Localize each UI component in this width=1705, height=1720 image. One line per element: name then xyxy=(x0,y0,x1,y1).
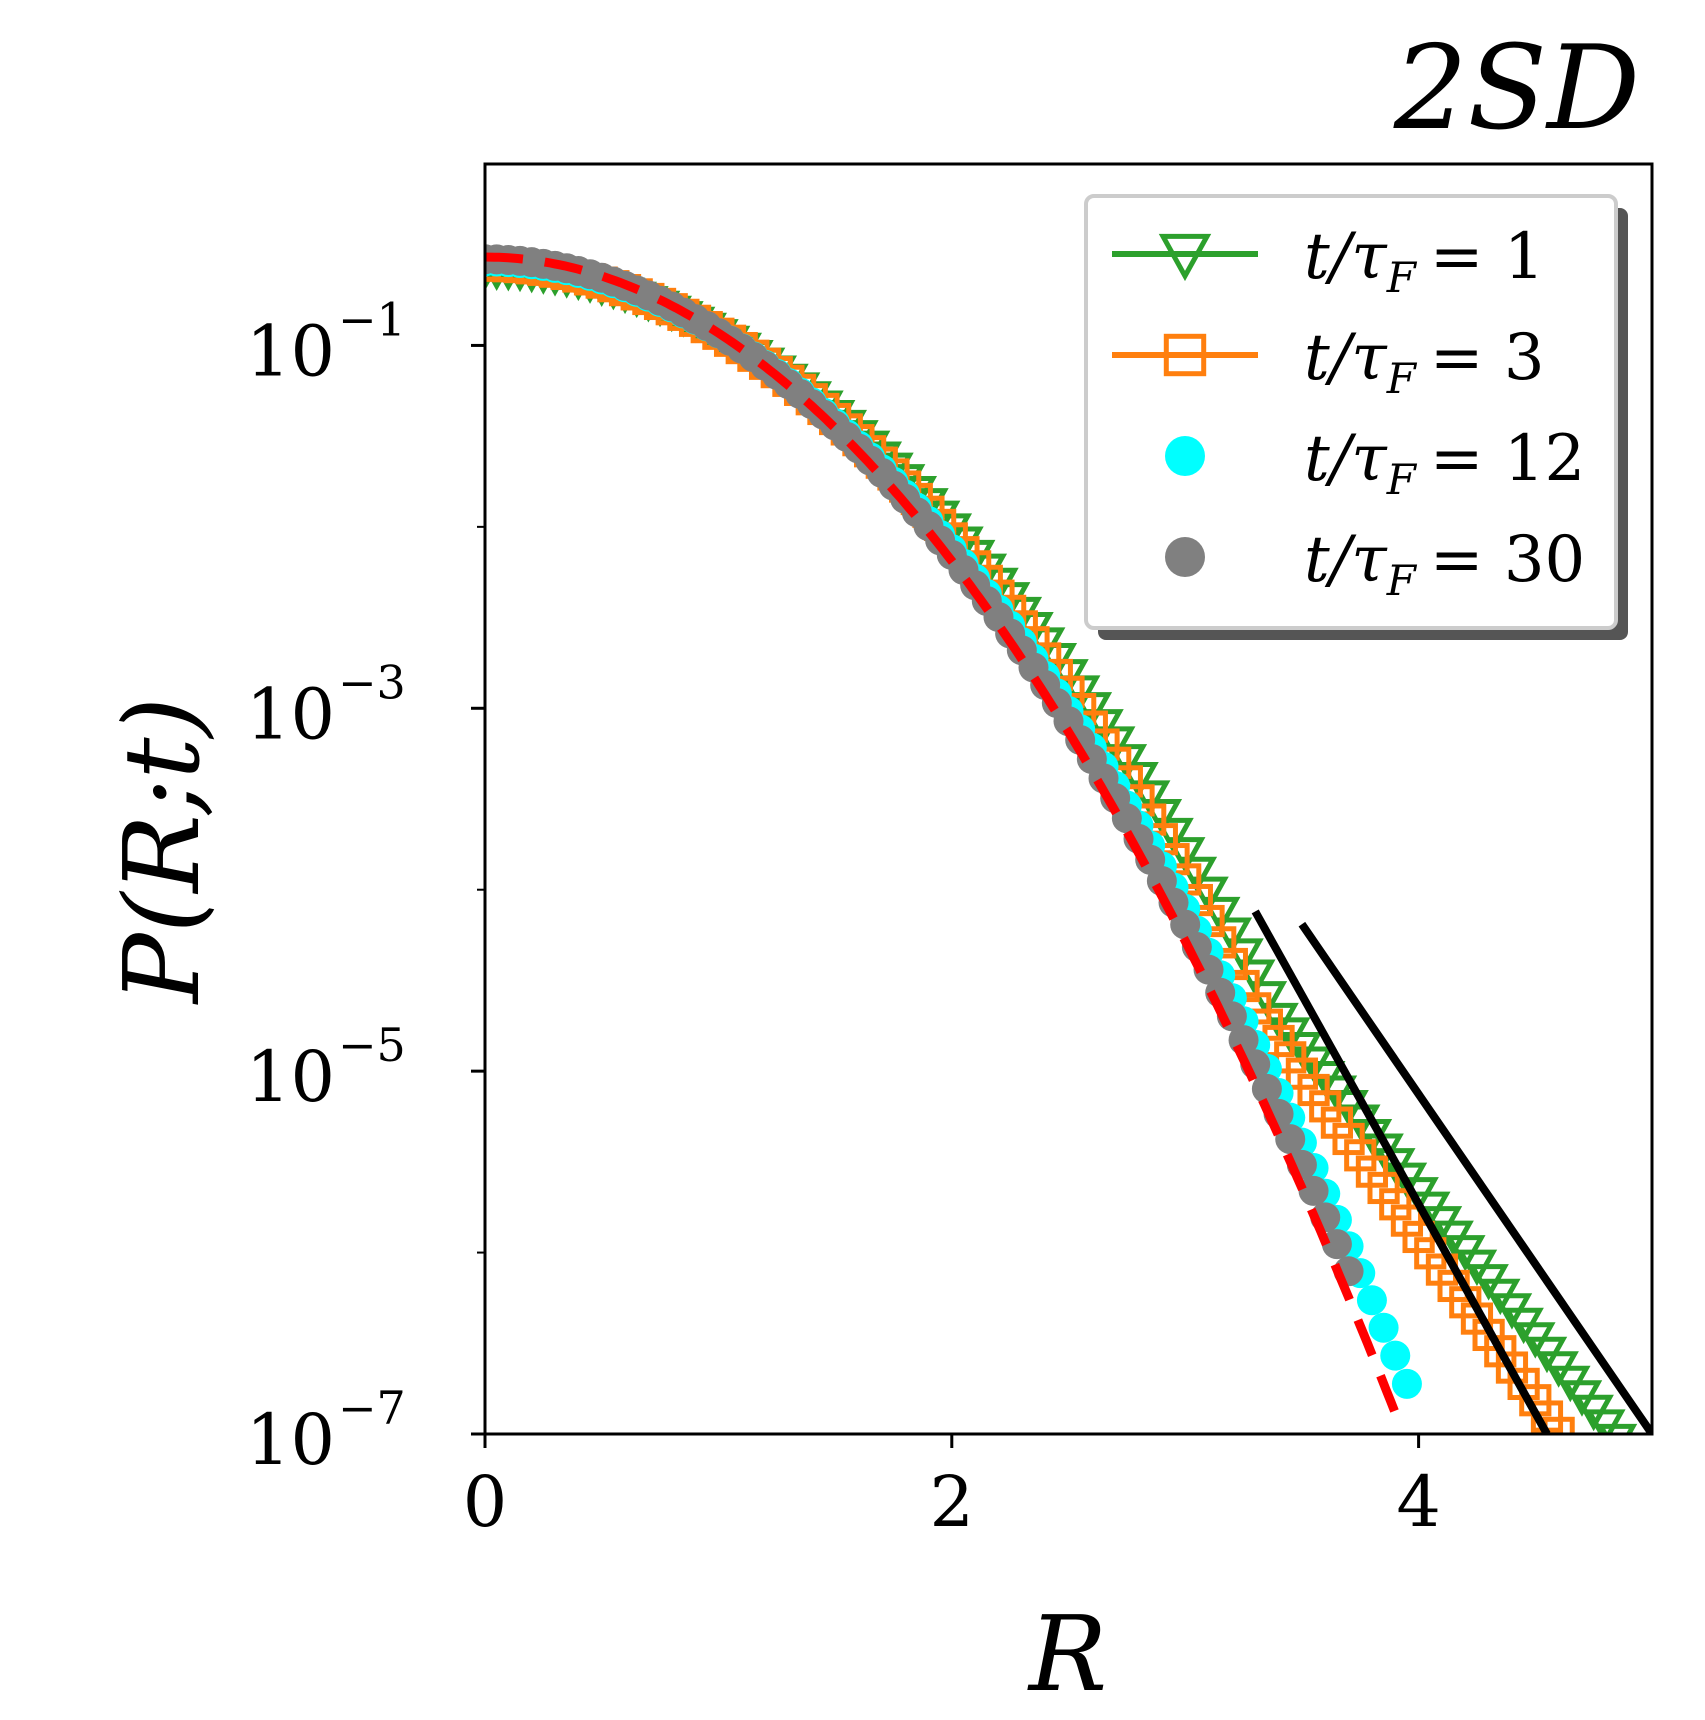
y-tick-exponent: −3 xyxy=(338,655,406,709)
tail-fit-layer xyxy=(1251,909,1652,1434)
legend-marker xyxy=(1163,333,1207,377)
y-tick-label: 10 xyxy=(246,673,335,755)
y-tick-exponent: −7 xyxy=(338,1381,406,1435)
legend-marker xyxy=(1165,537,1205,577)
legend: t/τF = 1 t/τF = 3 t/τF = 12 t/τF = 30 xyxy=(1084,194,1628,640)
y-axis-label: P(R;t) xyxy=(101,697,223,1005)
fit-t3-line xyxy=(1251,909,1551,1434)
series-4-point xyxy=(1275,1124,1306,1155)
legend-label: t/τF = 30 xyxy=(1304,523,1585,605)
legend-label: t/τF = 12 xyxy=(1304,422,1585,504)
x-tick-label: 4 xyxy=(1396,1461,1441,1543)
series-3-point xyxy=(1356,1285,1387,1316)
legend-label: t/τF = 3 xyxy=(1304,321,1545,403)
series-3-point xyxy=(1391,1368,1422,1399)
legend-marker xyxy=(1158,233,1212,282)
series-1-point xyxy=(1106,744,1148,781)
y-tick-exponent: −5 xyxy=(338,1018,406,1072)
plot-data-layer xyxy=(485,244,1638,1434)
series-4-point xyxy=(1193,954,1224,985)
series-1-point xyxy=(1118,762,1159,799)
y-tick-label: 10 xyxy=(246,310,335,392)
series-1-point xyxy=(1596,1423,1638,1434)
y-tick-label: 10 xyxy=(246,1399,335,1481)
x-tick-label: 2 xyxy=(930,1461,975,1543)
x-axis-label: R xyxy=(1027,1593,1107,1715)
axes: 0 2 410−110−310−510−7 xyxy=(246,292,1441,1543)
series-3-point xyxy=(1380,1340,1411,1371)
legend-label: t/τF = 1 xyxy=(1304,220,1545,302)
series-4-point xyxy=(1298,1175,1329,1206)
series-3-point xyxy=(1368,1312,1399,1343)
series-4-point xyxy=(1321,1229,1352,1260)
gaussian-reference-curve xyxy=(485,252,1400,1415)
legend-marker xyxy=(1165,436,1205,476)
y-tick-exponent: −1 xyxy=(338,292,406,346)
chart-title: 2SD xyxy=(1393,21,1640,156)
y-tick-label: 10 xyxy=(246,1036,335,1118)
plot-frame xyxy=(483,162,1654,1436)
series-4-point xyxy=(1170,909,1201,940)
fit-t1-line xyxy=(1298,921,1652,1434)
legend-box xyxy=(1084,194,1618,630)
series-4-point xyxy=(1251,1073,1282,1104)
x-tick-label: 0 xyxy=(463,1461,508,1543)
